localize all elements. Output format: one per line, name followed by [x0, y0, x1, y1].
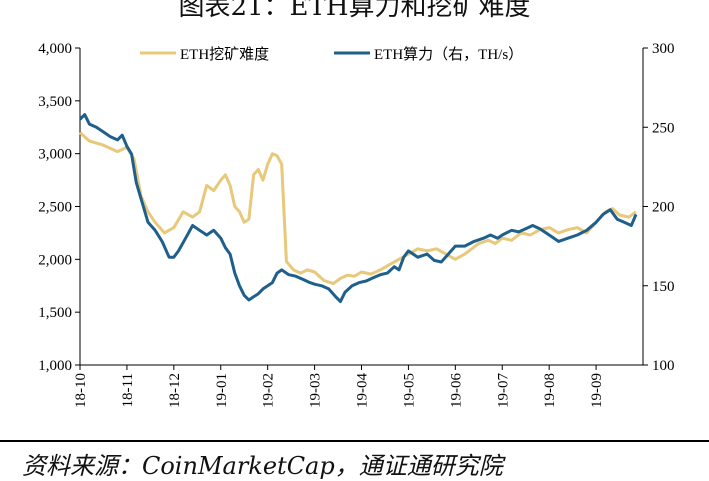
right-tick-label: 300	[652, 41, 675, 57]
difficulty-line	[78, 131, 637, 286]
chart-title: 图表21：ETH算力和挖矿难度	[178, 0, 531, 22]
x-tick-label: 19-09	[589, 373, 605, 408]
hashrate-line	[78, 113, 638, 304]
left-tick-label: 3,500	[38, 94, 72, 110]
series-layer	[78, 113, 638, 304]
right-tick-label: 100	[652, 358, 675, 374]
axes: 1,000 1,500 2,000 2,500 3,000 3,500 4,000 100 15…	[38, 41, 674, 408]
x-tick-label: 18-11	[120, 373, 136, 407]
x-tick-label: 19-04	[355, 373, 371, 408]
x-tick-label: 19-07	[495, 373, 511, 408]
left-tick-label: 1,000	[38, 358, 72, 374]
right-tick-label: 200	[652, 200, 675, 216]
right-tick-label: 250	[652, 120, 675, 136]
left-tick-label: 3,000	[38, 147, 72, 163]
x-tick-label: 19-01	[214, 373, 230, 408]
x-tick-label: 19-03	[308, 373, 324, 408]
left-tick-label: 2,000	[38, 252, 72, 268]
legend-label-hashrate: ETH算力（右，TH/s）	[374, 45, 523, 63]
x-tick-label: 18-10	[73, 373, 89, 408]
right-tick-label: 150	[652, 279, 675, 295]
x-tick-label: 19-02	[261, 373, 277, 408]
x-tick-label: 18-12	[167, 373, 183, 408]
left-tick-label: 2,500	[38, 200, 72, 216]
left-tick-label: 4,000	[38, 41, 72, 57]
x-tick-label: 19-06	[448, 373, 464, 408]
source-note: 资料来源：CoinMarketCap，通证通研究院	[22, 452, 503, 480]
x-tick-label: 19-05	[401, 373, 417, 408]
x-tick-label: 19-08	[542, 373, 558, 408]
legend-label-difficulty: ETH挖矿难度	[180, 46, 269, 63]
chart: 1,000 1,500 2,000 2,500 3,000 3,500 4,000 100 15…	[38, 41, 674, 408]
left-tick-label: 1,500	[38, 305, 72, 321]
source-divider	[0, 440, 709, 442]
legend: ETH挖矿难度 ETH算力（右，TH/s）	[140, 45, 523, 63]
